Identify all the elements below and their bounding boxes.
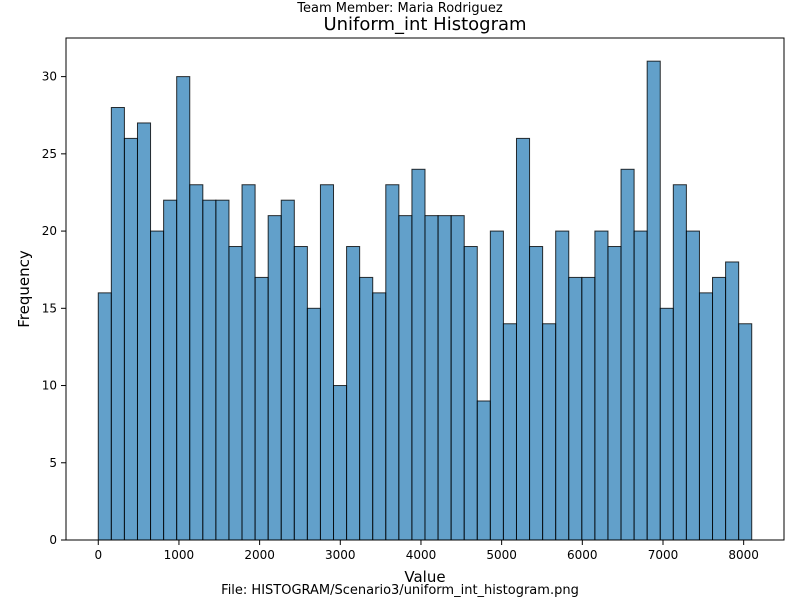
histogram-bar bbox=[293, 246, 308, 541]
histogram-bar bbox=[228, 246, 243, 541]
team-member-header: Team Member: Maria Rodriguez bbox=[296, 1, 503, 16]
x-tick-label: 6000 bbox=[567, 548, 598, 562]
chart-title: Uniform_int Histogram bbox=[323, 14, 526, 35]
histogram-bar bbox=[725, 261, 740, 541]
histogram-bar bbox=[633, 230, 648, 541]
histogram-bar bbox=[555, 230, 570, 541]
histogram-bar bbox=[712, 276, 727, 541]
y-tick-label: 20 bbox=[42, 224, 57, 238]
histogram-bar bbox=[215, 199, 230, 541]
y-tick-label: 0 bbox=[49, 533, 57, 547]
histogram-bar bbox=[150, 230, 165, 541]
histogram-bar bbox=[241, 184, 256, 541]
histogram-bar bbox=[333, 385, 348, 541]
histogram-bar bbox=[476, 400, 491, 541]
histogram-bar bbox=[306, 307, 321, 541]
histogram-bar bbox=[267, 215, 282, 541]
file-path-footer: File: HISTOGRAM/Scenario3/uniform_int_hi… bbox=[221, 583, 579, 598]
y-axis-ticks: 0 5 10 15 20 25 30 bbox=[42, 70, 66, 547]
x-axis-ticks: 0 1000 2000 3000 4000 5000 6000 7000 8000 bbox=[94, 540, 759, 562]
histogram-bar bbox=[672, 184, 687, 541]
histogram-bar bbox=[372, 292, 387, 541]
histogram-bar bbox=[529, 246, 544, 541]
histogram-bar bbox=[176, 76, 191, 541]
histogram-bar bbox=[110, 107, 125, 541]
histogram-bar bbox=[202, 199, 217, 541]
histogram-bar bbox=[136, 122, 152, 541]
x-tick-label: 0 bbox=[94, 548, 102, 562]
y-tick-label: 25 bbox=[42, 147, 57, 161]
histogram-bar bbox=[398, 215, 413, 541]
y-tick-label: 15 bbox=[42, 301, 57, 315]
histogram-bar bbox=[489, 230, 504, 541]
x-tick-label: 8000 bbox=[728, 548, 759, 562]
x-axis-label: Value bbox=[404, 568, 445, 586]
plot-frame bbox=[65, 37, 785, 541]
x-tick-label: 5000 bbox=[486, 548, 517, 562]
histogram-bar bbox=[463, 246, 478, 541]
histogram-bar bbox=[450, 215, 465, 541]
histogram-bar bbox=[189, 184, 204, 541]
histogram-bar bbox=[515, 137, 531, 541]
histogram-bar bbox=[502, 323, 517, 541]
histogram-bar bbox=[685, 230, 700, 541]
histogram-bar bbox=[581, 276, 596, 541]
histogram-bar bbox=[123, 137, 138, 541]
histogram-bar bbox=[620, 168, 635, 541]
histogram-bar bbox=[163, 199, 178, 541]
y-tick-label: 5 bbox=[49, 456, 57, 470]
histogram-bar bbox=[542, 323, 557, 541]
histogram-bar bbox=[646, 60, 661, 541]
histogram-bar bbox=[280, 199, 295, 541]
histogram-bar bbox=[319, 184, 335, 541]
histogram-bar bbox=[424, 215, 439, 541]
histogram-bar bbox=[254, 276, 269, 541]
histogram-bar bbox=[437, 215, 452, 541]
histogram-bar bbox=[698, 292, 714, 541]
histogram-bar bbox=[738, 323, 753, 541]
x-tick-label: 4000 bbox=[406, 548, 437, 562]
x-tick-label: 2000 bbox=[244, 548, 275, 562]
histogram-bar bbox=[568, 276, 583, 541]
histogram-bar bbox=[359, 276, 374, 541]
bars-group bbox=[97, 60, 753, 541]
y-axis-label: Frequency bbox=[15, 250, 33, 328]
histogram-bar bbox=[594, 230, 609, 541]
y-tick-label: 10 bbox=[42, 379, 57, 393]
histogram-bar bbox=[411, 168, 426, 541]
histogram-bar bbox=[607, 246, 622, 541]
histogram-bar bbox=[659, 307, 674, 541]
y-tick-label: 30 bbox=[42, 70, 57, 84]
x-tick-label: 1000 bbox=[164, 548, 195, 562]
x-tick-label: 7000 bbox=[648, 548, 679, 562]
histogram-bar bbox=[385, 184, 400, 541]
histogram-bar bbox=[97, 292, 112, 541]
histogram-bar bbox=[346, 246, 361, 541]
x-tick-label: 3000 bbox=[325, 548, 356, 562]
